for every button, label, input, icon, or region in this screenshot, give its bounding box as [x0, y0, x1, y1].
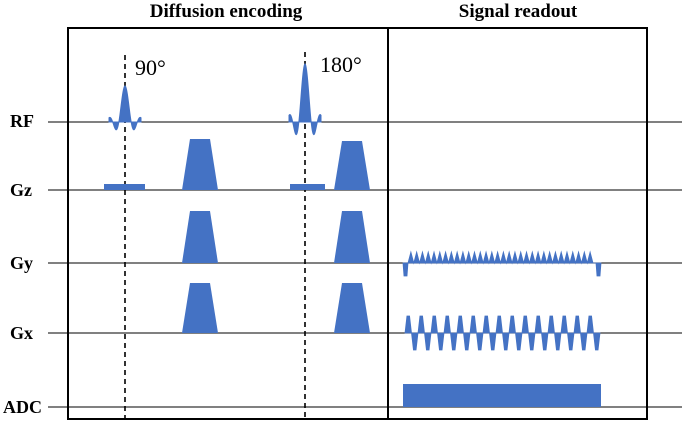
diffusion-encoding-title: Diffusion encoding: [150, 1, 303, 22]
gz-diffusion-gradient-1: [182, 139, 218, 190]
gz-slice-select-180: [290, 184, 325, 190]
signal-readout-box: [387, 27, 648, 420]
gz-label: Gz: [10, 180, 32, 200]
gz-diffusion-gradient-2: [334, 141, 370, 190]
signal-readout-title: Signal readout: [459, 1, 578, 22]
gy-label: Gy: [10, 253, 33, 273]
gz-slice-select-90: [104, 184, 145, 190]
excitation-rf-pulse: [108, 85, 142, 131]
gx-label: Gx: [10, 323, 33, 343]
gy-diffusion-gradient-2: [334, 211, 370, 263]
excitation-flip-angle: 90°: [135, 55, 166, 80]
diffusion-encoding-box: [67, 27, 389, 420]
rf-label: RF: [10, 111, 34, 131]
gx-diffusion-gradient-1: [182, 283, 218, 333]
gx-diffusion-gradient-2: [334, 283, 370, 333]
gx-readout-oscillation: [404, 315, 601, 351]
adc-label: ADC: [3, 397, 42, 417]
gy-phase-encode-blips: [402, 250, 602, 277]
gy-diffusion-gradient-1: [182, 211, 218, 263]
refocusing-rf-pulse: [288, 63, 322, 136]
adc-sampling-window: [403, 384, 601, 407]
refocusing-flip-angle: 180°: [320, 52, 362, 77]
